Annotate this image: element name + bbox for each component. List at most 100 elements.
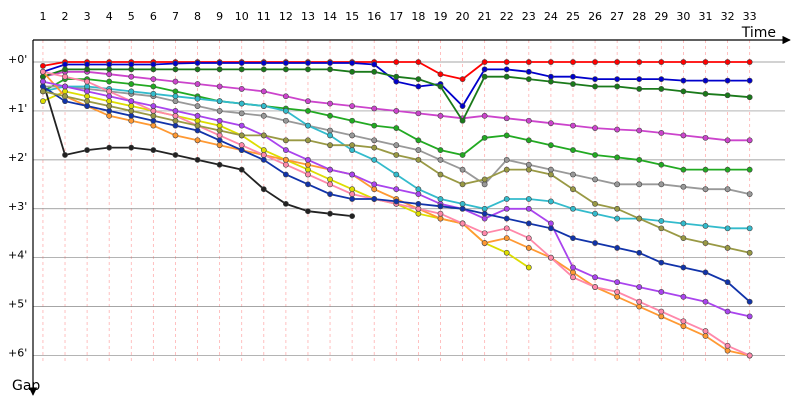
x-tick-label: 9 [216,10,223,23]
point [238,142,245,149]
point [106,61,113,68]
point [415,205,422,212]
point [62,93,68,100]
point [547,73,554,80]
point [724,225,731,232]
point [349,103,356,109]
point [238,86,245,92]
point [702,333,709,339]
y-tick-label: +3' [8,200,27,213]
x-tick-label: 29 [654,10,668,23]
point [746,225,753,232]
x-tick-label: 10 [235,10,249,23]
point [305,60,311,66]
point [481,112,488,119]
point [459,200,466,207]
point [393,78,400,85]
x-axis-label: Time [741,25,776,41]
point [592,83,598,90]
point [282,93,289,100]
point [305,98,311,105]
point [282,200,289,207]
point [349,171,356,178]
point [525,137,532,144]
point [724,92,731,99]
point [393,73,400,80]
point [547,254,554,261]
point [172,60,179,67]
point [62,61,68,68]
point [636,59,643,65]
point [371,122,378,129]
x-tick-label: 28 [632,10,646,23]
point [327,191,333,198]
point [503,215,510,222]
point [636,181,643,188]
point [128,98,135,105]
point [614,126,621,133]
point [724,347,731,354]
point [547,225,554,232]
point [680,318,687,325]
point [194,122,201,129]
point [746,166,753,173]
point [305,122,311,129]
point [680,77,687,84]
point [746,298,753,305]
point [592,274,598,281]
point [260,112,267,119]
point [592,125,598,131]
point [172,93,179,100]
x-tick-label: 8 [194,10,201,23]
point [305,161,311,168]
point [238,122,245,129]
point [150,61,157,68]
point [305,181,311,188]
point [636,284,643,290]
point [658,289,665,295]
point [172,108,179,114]
x-tick-label: 25 [566,10,580,23]
point [62,73,68,80]
point [415,59,422,65]
point [658,130,665,136]
point [349,213,356,220]
point [724,59,731,65]
point [481,134,488,141]
point [570,186,576,193]
point [128,112,135,119]
point [106,88,113,95]
point [680,88,687,95]
point [746,249,753,256]
point [128,88,135,95]
point [216,127,223,134]
point [305,171,311,178]
point [371,186,378,193]
point [106,71,113,78]
point [194,127,201,134]
point [746,137,753,144]
point [525,235,532,242]
point [459,76,466,83]
point [62,66,68,73]
point [525,205,532,212]
x-tick-label: 7 [172,10,179,23]
point [614,215,621,222]
point [238,132,245,139]
point [724,308,731,315]
point [592,284,598,290]
point [459,166,466,173]
point [260,147,267,153]
point [724,137,731,144]
point [238,100,245,107]
point [84,88,91,95]
point [106,144,113,151]
x-tick-label: 20 [456,10,470,23]
point [106,93,113,100]
point [349,186,356,193]
point [238,166,245,173]
point [106,98,113,105]
point [481,59,488,65]
point [636,127,643,134]
x-tick-label: 16 [367,10,381,23]
